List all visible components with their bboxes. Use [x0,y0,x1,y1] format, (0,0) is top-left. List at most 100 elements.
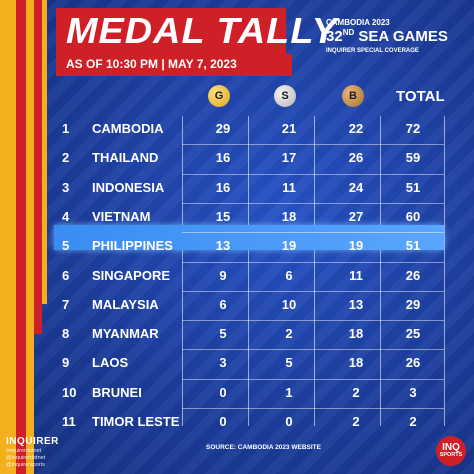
decor-stripe-yellow [0,0,16,474]
table-row: 6 SINGAPORE 9 6 11 26 [0,264,474,288]
country-cell: BRUNEI [92,384,142,400]
country-cell: VIETNAM [92,208,151,224]
row-divider [182,232,444,234]
table-row: 1 CAMBODIA 29 21 22 72 [0,117,474,141]
total-count: 51 [405,238,421,254]
silver-count: 0 [285,414,293,429]
rank-cell: 10 [62,384,77,400]
table-row: 11 TIMOR LESTE 0 0 2 2 [0,410,474,434]
row-divider [182,320,444,322]
rank-cell: 2 [62,150,70,166]
row-divider [182,290,444,292]
bronze-medal-icon: B [342,85,364,107]
table-row: 8 MYANMAR 5 2 18 25 [0,322,474,346]
column-divider [380,116,381,426]
rank-cell: 5 [62,238,70,254]
silver-count: 19 [281,238,297,254]
gold-count: 9 [219,267,227,283]
country-cell: PHILIPPINES [92,238,173,254]
row-divider [182,378,444,380]
country-cell: CAMBODIA [92,121,164,136]
total-count: 29 [405,296,421,312]
country-cell: SINGAPORE [92,267,171,283]
row-divider [182,408,444,409]
coverage-note: INQUIRER SPECIAL COVERAGE [326,48,419,54]
country-cell: TIMOR LESTE [92,414,180,429]
timestamp-subtitle: AS OF 10:30 PM | MAY 7, 2023 [66,57,237,71]
rank-cell: 11 [62,414,76,429]
row-divider [182,261,444,263]
total-count: 51 [405,179,421,195]
social-handle-facebook: /inquirerdotnet [6,448,42,454]
column-divider [182,116,183,426]
decor-stripe-yellow [42,0,47,304]
inquirer-logo: INQUIRER [6,436,59,447]
table-row: 10 BRUNEI 0 1 2 3 [0,381,474,405]
event-title: 32ND SEA GAMES [326,28,448,45]
column-divider [248,116,249,426]
gold-count: 6 [219,296,227,312]
row-divider [182,144,444,146]
gold-medal-icon: G [208,85,230,107]
gold-count: 0 [219,414,227,429]
gold-count: 3 [219,355,227,371]
rank-cell: 4 [62,208,70,224]
column-divider [444,116,445,426]
silver-count: 2 [285,326,293,342]
inq-sports-logo: INQ SPORTS [436,436,466,466]
row-divider [182,202,444,204]
page-title: MEDAL TALLY [66,10,338,51]
bronze-count: 22 [348,121,364,136]
country-cell: THAILAND [92,150,159,166]
total-count: 3 [409,384,417,400]
bronze-count: 13 [348,296,364,312]
table-row: 3 INDONESIA 16 11 24 51 [0,176,474,200]
country-cell: MALAYSIA [92,296,159,312]
gold-count: 29 [215,121,231,136]
gold-count: 0 [219,384,227,400]
silver-count: 1 [285,384,293,400]
badge-bottom-text: SPORTS [439,452,463,459]
table-row: 5 PHILIPPINES 13 19 19 51 [0,234,474,258]
silver-count: 17 [281,150,297,166]
silver-count: 11 [282,179,296,195]
rank-cell: 8 [62,326,70,342]
silver-count: 6 [285,267,293,283]
social-handle-twitter: @inquirerdotnet [6,455,46,461]
country-cell: MYANMAR [92,326,159,342]
total-count: 72 [405,121,421,136]
total-count: 60 [405,208,421,224]
row-divider [182,173,444,175]
bronze-count: 24 [348,179,364,195]
bronze-count: 2 [352,414,360,429]
decor-stripe-red [34,0,42,334]
highlighted-row-bar [54,225,444,250]
gold-count: 16 [215,150,231,166]
rank-cell: 1 [62,121,70,136]
bronze-count: 26 [348,150,364,166]
bronze-count: 18 [348,355,364,371]
social-handles: /inquirerdotnet @inquirerdotnet @inquire… [6,448,45,469]
silver-medal-icon: S [274,85,296,107]
rank-cell: 3 [62,179,70,195]
bronze-count: 18 [348,326,364,342]
source-note: SOURCE: CAMBODIA 2023 WEBSITE [206,444,321,451]
total-count: 59 [405,150,421,166]
total-count: 26 [405,267,421,283]
rank-cell: 6 [62,267,70,283]
title-banner [56,8,286,54]
table-row: 9 LAOS 3 5 18 26 [0,351,474,375]
bronze-count: 11 [349,267,363,283]
country-cell: LAOS [92,355,129,371]
table-row: 4 VIETNAM 15 18 27 60 [0,205,474,229]
rank-cell: 9 [62,355,70,371]
table-row: 2 THAILAND 16 17 26 59 [0,146,474,170]
gold-count: 13 [215,238,231,254]
column-divider [314,116,315,426]
total-count: 26 [405,355,421,371]
event-host: CAMBODIA 2023 [326,18,390,27]
silver-count: 21 [281,121,297,136]
bronze-count: 19 [348,238,364,254]
silver-count: 18 [281,208,297,224]
bronze-count: 27 [348,208,364,224]
